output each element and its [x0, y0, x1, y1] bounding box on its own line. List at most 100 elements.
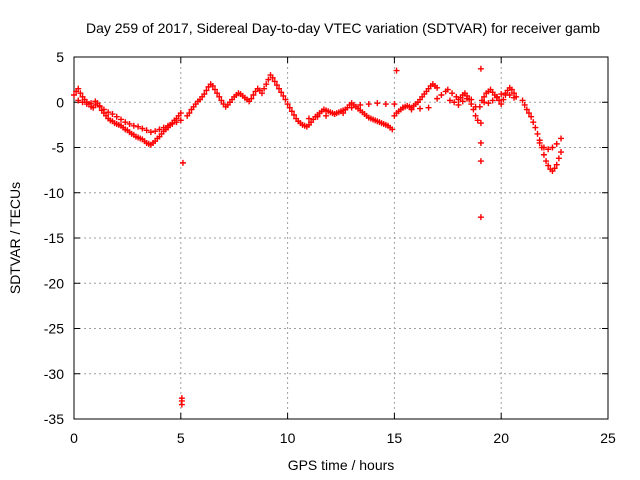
data-point [365, 101, 372, 108]
data-point [147, 129, 154, 136]
data-point [485, 100, 492, 107]
y-tick-label: -25 [44, 321, 64, 337]
data-point [71, 92, 77, 99]
data-point [164, 122, 171, 129]
data-point [425, 104, 432, 111]
data-point [271, 78, 278, 85]
data-point [177, 117, 184, 124]
data-point [156, 126, 163, 133]
x-tick-label: 15 [387, 430, 403, 446]
data-point [130, 122, 137, 129]
data-point [530, 119, 537, 126]
data-point [211, 86, 218, 93]
data-point [216, 93, 223, 100]
x-tick-label: 10 [280, 430, 296, 446]
data-point [477, 65, 484, 72]
data-point [549, 144, 556, 151]
x-tick-label: 20 [493, 430, 509, 446]
data-point [500, 96, 507, 103]
data-point [417, 105, 424, 112]
data-point [502, 90, 509, 97]
data-point [305, 115, 312, 122]
x-tick-label: 5 [177, 430, 185, 446]
data-point [152, 128, 159, 135]
data-point [79, 99, 86, 106]
data-point [340, 110, 347, 117]
data-point [477, 120, 484, 127]
data-point [389, 126, 396, 133]
data-point [261, 85, 268, 92]
chart-title: Day 259 of 2017, Sidereal Day-to-day VTE… [86, 20, 600, 36]
data-point [472, 103, 479, 110]
data-point [434, 95, 441, 102]
data-point [77, 90, 84, 97]
data-point [214, 90, 221, 97]
data-point [506, 92, 513, 99]
y-tick-label: -15 [44, 230, 64, 246]
y-tick-label: -35 [44, 411, 64, 427]
data-point [553, 140, 560, 147]
data-points [71, 65, 565, 408]
data-point [551, 165, 558, 172]
axis-ticks [73, 56, 609, 420]
data-point [382, 101, 389, 108]
data-point [109, 111, 116, 118]
y-tick-labels: 5 0 -5 -10 -15 -20 -25 -30 -35 [44, 49, 64, 427]
data-point [273, 82, 280, 89]
data-point [391, 101, 398, 108]
data-point [523, 106, 530, 113]
data-point [493, 93, 500, 100]
data-point [481, 99, 488, 106]
data-point [331, 111, 338, 118]
data-point [558, 135, 565, 142]
data-point [455, 101, 462, 108]
data-point [284, 101, 291, 108]
data-point [203, 87, 210, 94]
data-point [553, 161, 560, 168]
data-point [179, 159, 186, 166]
data-point [263, 81, 270, 88]
data-point [105, 109, 112, 116]
x-tick-label: 0 [70, 430, 78, 446]
data-point [100, 106, 107, 113]
data-point [446, 97, 453, 104]
data-point [508, 86, 515, 93]
data-point [434, 84, 441, 91]
data-point [276, 85, 283, 92]
data-point [323, 112, 330, 119]
data-point [291, 111, 298, 118]
data-point [545, 162, 552, 169]
data-point [265, 76, 272, 83]
data-point [449, 90, 456, 97]
data-point [92, 98, 99, 105]
data-point [278, 89, 285, 96]
data-point [472, 112, 479, 119]
data-point [528, 113, 535, 120]
y-tick-label: 0 [56, 94, 64, 110]
x-tick-labels: 0 5 10 15 20 25 [70, 430, 616, 446]
data-point [451, 99, 458, 106]
data-point [536, 139, 543, 146]
y-tick-label: -5 [52, 140, 65, 156]
data-point [143, 127, 150, 134]
data-point [177, 110, 184, 117]
data-point [135, 123, 142, 130]
data-point [286, 104, 293, 111]
data-point [464, 95, 471, 102]
data-point [122, 119, 129, 126]
data-point [139, 125, 146, 132]
data-point [288, 108, 295, 115]
data-point [498, 91, 505, 98]
y-tick-label: -10 [44, 185, 64, 201]
data-point [186, 110, 193, 117]
data-point [525, 110, 532, 117]
data-point [258, 90, 265, 97]
data-point [83, 101, 90, 108]
data-point [117, 116, 124, 123]
data-point [408, 106, 415, 113]
data-point [534, 130, 541, 137]
data-point [481, 93, 488, 100]
data-point [477, 214, 484, 221]
data-point [555, 155, 562, 162]
